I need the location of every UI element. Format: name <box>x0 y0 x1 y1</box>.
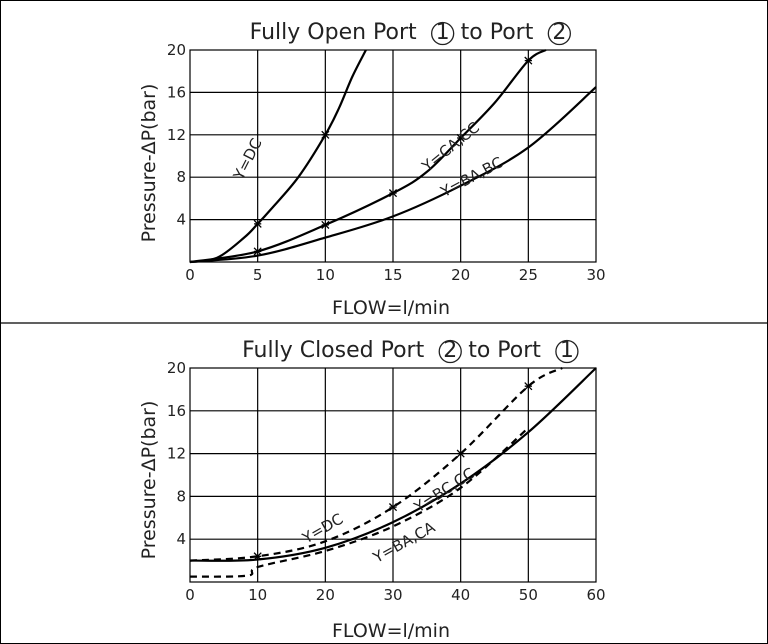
series-line-y-ba-bc <box>189 86 597 264</box>
port-number-circled: 1 <box>560 338 574 363</box>
series-line-y-dc <box>189 367 563 562</box>
y-tick-label: 20 <box>167 359 186 377</box>
x-tick-label: 5 <box>253 266 263 284</box>
chart-title: Fully Open Port 1 to Port 2 <box>250 20 567 45</box>
y-tick-label: 20 <box>167 41 186 59</box>
y-tick-label: 4 <box>176 530 186 548</box>
x-tick-label: 20 <box>451 266 470 284</box>
x-axis-label: FLOW=l/min <box>332 620 450 642</box>
chart-title: Fully Closed Port 2 to Port 1 <box>242 338 574 363</box>
data-point-marker <box>388 189 398 198</box>
x-tick-label: 0 <box>185 586 195 604</box>
series-line-y-bc-cc <box>189 367 597 562</box>
data-point-marker <box>321 130 330 139</box>
x-axis-label: FLOW=l/min <box>332 297 450 319</box>
port-circle-icon <box>431 21 455 46</box>
y-tick-label: 4 <box>176 211 186 229</box>
series-line-y-dc <box>189 49 367 264</box>
port-circle-icon <box>555 339 579 364</box>
data-point-marker <box>321 220 330 229</box>
data-point-marker <box>456 449 465 458</box>
x-tick-label: 60 <box>586 586 605 604</box>
data-point-marker <box>456 133 465 143</box>
data-point-marker <box>524 382 533 391</box>
chart-fully-closed: Fully Closed Port 2 to Port 1 FLOW=l/min… <box>138 338 606 642</box>
y-tick-label: 12 <box>167 445 186 463</box>
series-label: Y=BA,CA <box>369 518 439 567</box>
y-tick-label: 16 <box>167 83 186 101</box>
y-axis-label: Pressure-ΔP(bar) <box>138 84 160 243</box>
port-number-circled: 1 <box>436 20 450 45</box>
data-point-marker <box>253 247 262 256</box>
x-tick-label: 25 <box>519 266 538 284</box>
y-axis-label: Pressure-ΔP(bar) <box>138 401 160 560</box>
y-tick-label: 12 <box>167 126 186 144</box>
x-tick-label: 0 <box>185 266 195 284</box>
x-tick-label: 15 <box>383 266 402 284</box>
y-tick-label: 16 <box>167 402 186 420</box>
port-circle-icon <box>547 21 571 46</box>
series-line-y-ca-cc <box>189 49 547 264</box>
x-tick-label: 20 <box>316 586 335 604</box>
x-tick-label: 50 <box>519 586 538 604</box>
port-circle-icon <box>438 339 462 364</box>
x-tick-label: 40 <box>451 586 470 604</box>
x-tick-label: 30 <box>586 266 605 284</box>
data-point-marker <box>524 56 533 65</box>
port-number-circled: 2 <box>552 20 566 45</box>
data-point-marker <box>388 503 398 512</box>
series-label: Y=BC,CC <box>410 464 478 517</box>
y-tick-label: 8 <box>176 168 186 186</box>
x-tick-label: 10 <box>316 266 335 284</box>
port-number-circled: 2 <box>443 338 457 363</box>
x-tick-label: 30 <box>383 586 402 604</box>
y-tick-label: 8 <box>176 487 186 505</box>
chart-fully-open: Fully Open Port 1 to Port 2 FLOW=l/min P… <box>138 20 606 319</box>
series-line-y-ba-ca <box>189 427 530 578</box>
x-tick-label: 10 <box>248 586 267 604</box>
data-point-marker <box>253 219 262 228</box>
series-label: Y=DC <box>229 135 265 183</box>
